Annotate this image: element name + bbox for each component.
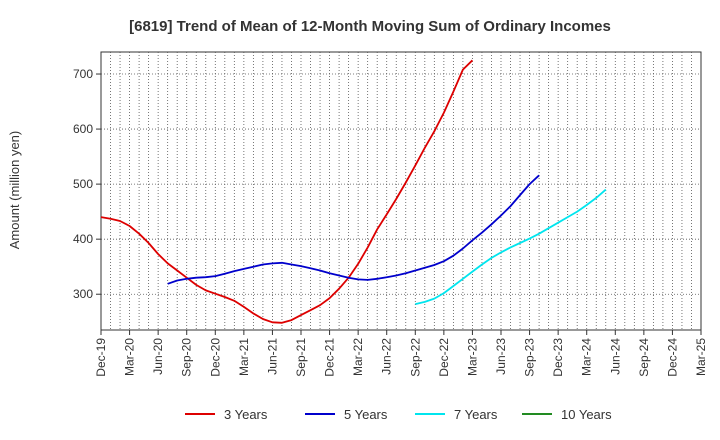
x-tick-label: Jun-22 [380,338,394,375]
x-tick-label: Dec-23 [551,338,565,377]
x-tick-label: Jun-23 [494,338,508,375]
x-tick-label: Jun-21 [265,338,279,375]
chart-title: [6819] Trend of Mean of 12-Month Moving … [129,18,611,35]
x-tick-label: Dec-24 [665,338,679,377]
legend: 3 Years 5 Years 7 Years 10 Years [185,407,612,422]
y-tick-label: 300 [73,287,93,301]
series-layer [100,59,607,324]
y-tick-label: 500 [73,177,93,191]
x-tick-label: Jun-20 [151,338,165,375]
series-line-7-years [415,188,607,305]
x-tick-label: Dec-20 [208,338,222,377]
y-tick-label: 600 [73,122,93,136]
x-tick-label: Sep-21 [294,338,308,377]
x-tick-label: Dec-22 [437,338,451,377]
x-tick-label: Dec-21 [323,338,337,377]
x-tick-label: Sep-23 [523,338,537,377]
y-axis: 300 400 500 600 700 [73,67,101,301]
x-tick-label: Sep-22 [408,338,422,377]
x-tick-label: Jun-24 [608,338,622,375]
series-line-5-years [167,174,540,285]
x-tick-label: Mar-25 [694,338,708,376]
x-tick-label: Mar-22 [351,338,365,376]
x-tick-label: Mar-21 [237,338,251,376]
x-tick-label: Mar-20 [123,338,137,376]
x-tick-label: Mar-24 [580,338,594,376]
legend-label: 10 Years [561,407,612,422]
legend-label: 7 Years [454,407,498,422]
x-tick-label: Sep-20 [180,338,194,377]
x-tick-label: Sep-24 [637,338,651,377]
x-axis: Dec-19 Mar-20 Jun-20 Sep-20 Dec-20 Mar-21 Jun-… [94,330,708,377]
x-tick-label: Dec-19 [94,338,108,377]
legend-label: 5 Years [344,407,388,422]
x-tick-label: Mar-23 [465,338,479,376]
y-axis-label: Amount (million yen) [7,131,22,250]
y-tick-label: 700 [73,67,93,81]
grid-lines [101,52,701,330]
series-line-3-years [100,59,474,324]
legend-label: 3 Years [224,407,268,422]
y-tick-label: 400 [73,232,93,246]
